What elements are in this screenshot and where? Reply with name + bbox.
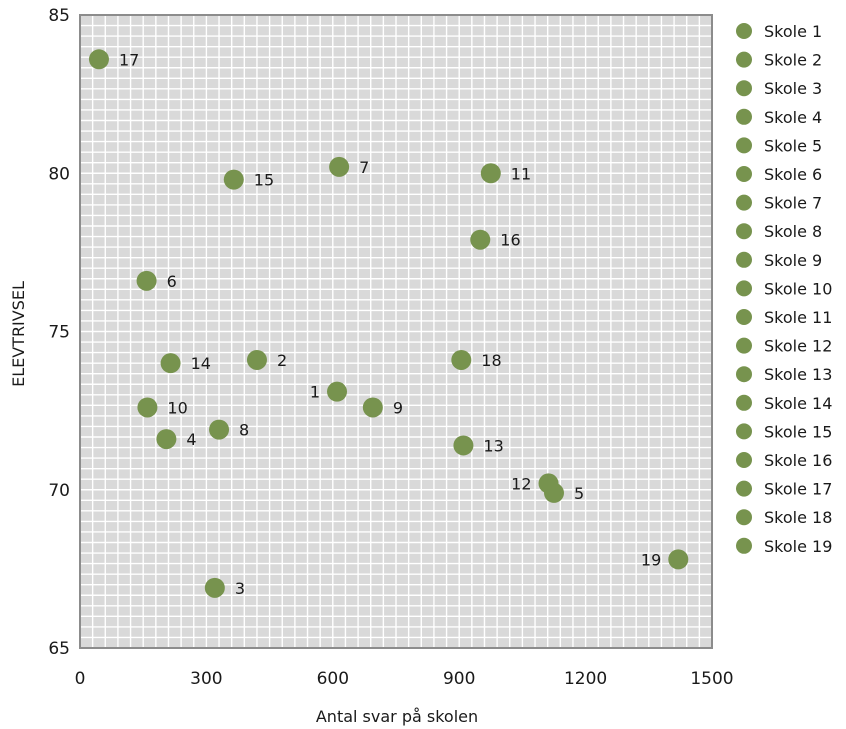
legend-entry: Skole 13 (764, 365, 832, 384)
legend-marker (736, 537, 752, 554)
data-label: 5 (574, 484, 584, 503)
data-label: 15 (254, 171, 274, 190)
data-point (136, 270, 157, 291)
data-label: 19 (641, 550, 661, 569)
legend-marker (736, 394, 752, 411)
x-tick-label: 1500 (690, 669, 733, 689)
legend-marker (736, 337, 752, 354)
data-point (209, 419, 230, 440)
legend-entry: Skole 10 (764, 279, 832, 298)
data-point (480, 163, 501, 184)
data-label: 2 (277, 351, 287, 370)
data-label: 12 (511, 474, 531, 493)
x-tick-label: 0 (75, 669, 86, 689)
legend: Skole 1 Skole 2 Skole 3 Skole 4 Skole 5 Skole… (736, 22, 832, 556)
legend-marker (736, 166, 752, 182)
legend-entry: Skole 3 (764, 79, 822, 98)
data-point (329, 156, 350, 177)
data-label: 13 (483, 436, 503, 455)
data-point (246, 349, 267, 370)
data-point (470, 229, 491, 250)
plot-border (79, 14, 713, 649)
legend-entry: Skole 18 (764, 508, 832, 527)
data-point (160, 353, 181, 374)
x-axis: 0 300 600 900 1200 1500 (75, 669, 734, 689)
data-label: 11 (511, 164, 531, 183)
data-point (327, 381, 348, 402)
legend-marker (736, 23, 752, 39)
y-tick-label: 80 (48, 164, 70, 184)
y-tick-label: 75 (48, 323, 70, 343)
data-point (156, 429, 177, 450)
data-label: 9 (393, 398, 403, 417)
data-point (204, 577, 225, 598)
legend-entry: Skole 2 (764, 51, 822, 70)
legend-entry: Skole 4 (764, 108, 822, 127)
legend-entry: Skole 6 (764, 165, 822, 184)
legend-entry: Skole 7 (764, 194, 822, 213)
y-axis: 65 70 75 80 85 (48, 6, 70, 659)
grid (80, 15, 712, 648)
data-point (137, 397, 158, 418)
legend-entry: Skole 11 (764, 308, 832, 327)
legend-marker (736, 51, 752, 68)
legend-entry: Skole 5 (764, 136, 822, 155)
legend-marker (736, 80, 752, 97)
data-point (453, 435, 474, 456)
legend-marker (736, 280, 752, 297)
legend-marker (736, 452, 752, 468)
legend-entry: Skole 12 (764, 337, 832, 356)
x-tick-label: 300 (190, 669, 222, 689)
data-label: 4 (186, 430, 196, 449)
data-label: 6 (167, 272, 177, 291)
data-point (362, 397, 383, 418)
legend-marker (736, 509, 752, 526)
y-tick-label: 70 (48, 481, 70, 501)
legend-entry: Skole 14 (764, 394, 832, 413)
plot-frame (79, 14, 713, 649)
data-label: 10 (167, 398, 187, 417)
legend-marker (736, 251, 752, 268)
data-label: 18 (481, 351, 501, 370)
y-tick-label: 65 (48, 639, 70, 659)
data-label: 17 (119, 50, 139, 69)
x-axis-title: Antal svar på skolen (316, 707, 478, 726)
data-label: 16 (500, 231, 520, 250)
data-point (223, 169, 244, 190)
legend-marker (736, 423, 752, 440)
legend-entry: Skole 8 (764, 222, 822, 241)
x-tick-label: 600 (317, 669, 349, 689)
legend-entry: Skole 9 (764, 251, 822, 270)
data-label: 1 (310, 383, 320, 402)
data-point (451, 349, 472, 370)
legend-marker (736, 108, 752, 125)
data-label: 3 (235, 579, 245, 598)
legend-marker (736, 137, 752, 154)
data-label: 14 (191, 354, 211, 373)
x-tick-label: 1200 (564, 669, 607, 689)
legend-marker (736, 309, 752, 325)
legend-marker (736, 194, 752, 211)
data-point (538, 473, 559, 494)
data-label: 8 (239, 421, 249, 440)
data-label: 7 (359, 158, 369, 177)
legend-entry: Skole 19 (764, 537, 832, 556)
legend-entry: Skole 1 (764, 22, 822, 41)
legend-marker (736, 223, 752, 240)
legend-entry: Skole 17 (764, 480, 832, 499)
data-point (88, 49, 109, 70)
y-axis-title: ELEVTRIVSEL (9, 281, 28, 387)
x-tick-label: 900 (443, 669, 475, 689)
legend-entry: Skole 16 (764, 451, 832, 470)
data-point (668, 549, 689, 570)
y-tick-label: 85 (48, 6, 70, 26)
legend-marker (736, 480, 752, 497)
legend-entry: Skole 15 (764, 422, 832, 441)
legend-marker (736, 366, 752, 383)
